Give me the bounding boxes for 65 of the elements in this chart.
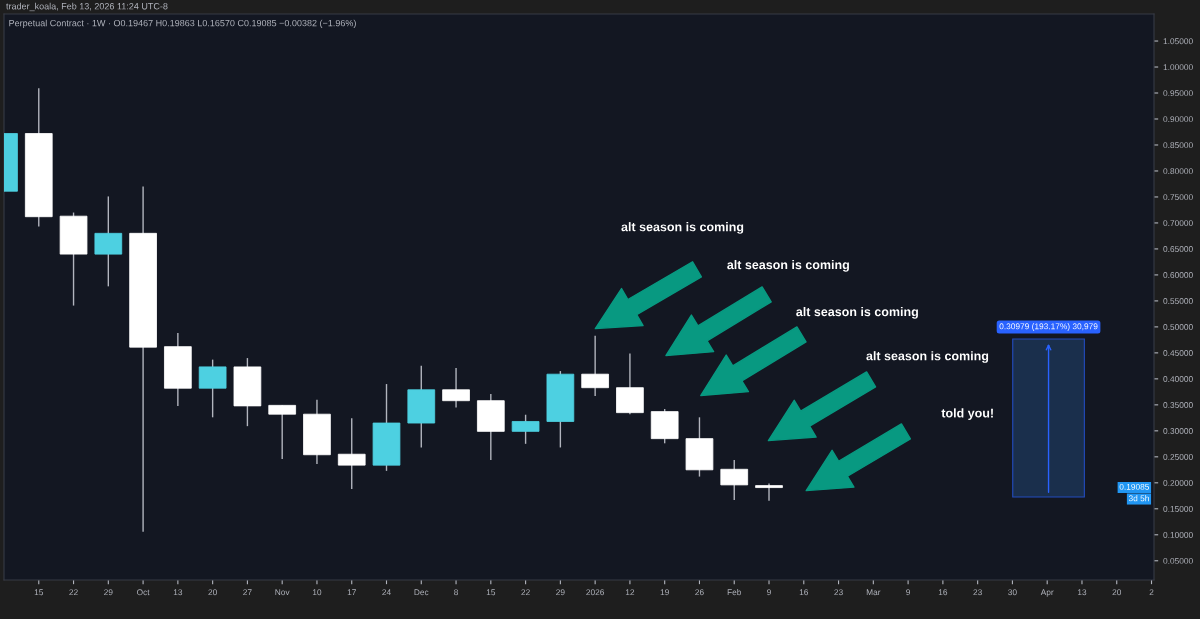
x-tick-label: Nov xyxy=(275,589,290,596)
annotation: told you! xyxy=(941,408,993,420)
y-tick-label: 0.45000 xyxy=(1163,350,1193,356)
x-tick-label: 23 xyxy=(834,589,843,596)
x-tick-label: 29 xyxy=(556,589,565,596)
x-tick-label: 26 xyxy=(695,589,704,596)
y-tick-label: 0.75000 xyxy=(1163,194,1193,201)
x-tick-label: 15 xyxy=(34,589,44,596)
y-tick-label: 0.80000 xyxy=(1163,168,1193,175)
x-tick-label: 17 xyxy=(347,589,356,596)
text: Perpetual Contract · 1W · O0.19467 H0.19863 L0.16570 C0.19085 −0.00382 (−1.96%) xyxy=(9,19,356,29)
y-tick-label: 0.30000 xyxy=(1163,428,1193,434)
x-tick-label: 30 xyxy=(1008,589,1017,596)
y-tick-label: 0.35000 xyxy=(1163,402,1193,408)
x-tick-label: 23 xyxy=(973,589,982,596)
chart-title: trader_koala, Feb 13, 2026 11:24 UTC-8 xyxy=(6,2,168,12)
annotation: alt season is coming xyxy=(796,306,918,319)
y-tick-label: 0.25000 xyxy=(1163,454,1193,460)
x-tick-label: 2026 xyxy=(586,589,605,596)
annotation: alt season is coming xyxy=(621,222,744,234)
annotation: 3d 5h xyxy=(1128,495,1149,502)
x-tick-label: 12 xyxy=(625,589,635,596)
x-tick-label: 13 xyxy=(173,589,183,596)
y-tick-label: 1.00000 xyxy=(1163,64,1193,71)
x-tick-label: Dec xyxy=(414,589,429,596)
x-tick-label: 16 xyxy=(799,589,809,596)
x-tick-label: Feb xyxy=(727,589,742,596)
x-tick-label: Mar xyxy=(866,589,881,596)
y-tick-label: 1.05000 xyxy=(1163,38,1193,45)
x-tick-label: 16 xyxy=(938,589,948,596)
x-tick-label: 22 xyxy=(521,589,530,596)
x-tick-label: 10 xyxy=(312,589,322,596)
x-tick-label: 20 xyxy=(1112,589,1122,596)
candlestick xyxy=(755,482,783,502)
y-tick-label: 0.90000 xyxy=(1163,116,1193,123)
y-tick-label: 0.20000 xyxy=(1163,480,1193,486)
x-tick-label: 29 xyxy=(104,589,113,596)
y-tick-label: 0.65000 xyxy=(1163,246,1193,253)
x-tick-label: 24 xyxy=(382,589,391,596)
x-tick-label: 20 xyxy=(208,589,217,596)
y-tick-label: 0.05000 xyxy=(1163,557,1193,564)
x-tick-label: 22 xyxy=(69,589,78,596)
x-tick-label: 2 xyxy=(1149,589,1154,596)
x-tick-label: 15 xyxy=(486,589,496,596)
annotation: 0.30979 (193.17%) 30,979 xyxy=(999,323,1098,331)
y-tick-label: 0.55000 xyxy=(1163,298,1193,304)
x-tick-label: 13 xyxy=(1077,589,1087,596)
annotation: alt season is coming xyxy=(727,260,849,272)
x-tick-label: 19 xyxy=(660,589,669,596)
y-tick-label: 0.70000 xyxy=(1163,220,1193,227)
y-tick-label: 0.60000 xyxy=(1163,272,1193,279)
y-tick-label: 0.10000 xyxy=(1163,531,1193,538)
annotation: alt season is coming xyxy=(866,351,989,363)
y-tick-label: 0.85000 xyxy=(1163,142,1193,149)
x-tick-label: Oct xyxy=(137,589,150,596)
x-tick-label: 27 xyxy=(243,589,252,596)
y-tick-label: 0.50000 xyxy=(1163,324,1193,330)
y-tick-label: 0.95000 xyxy=(1163,90,1193,97)
y-tick-label: 0.15000 xyxy=(1163,506,1193,512)
x-tick-label: 9 xyxy=(767,589,771,596)
x-tick-label: Apr xyxy=(1040,589,1054,597)
x-tick-label: 9 xyxy=(906,589,911,596)
annotation: 0.19085 xyxy=(1119,483,1150,490)
x-tick-label: 8 xyxy=(454,589,459,596)
y-tick-label: 0.40000 xyxy=(1163,376,1193,382)
